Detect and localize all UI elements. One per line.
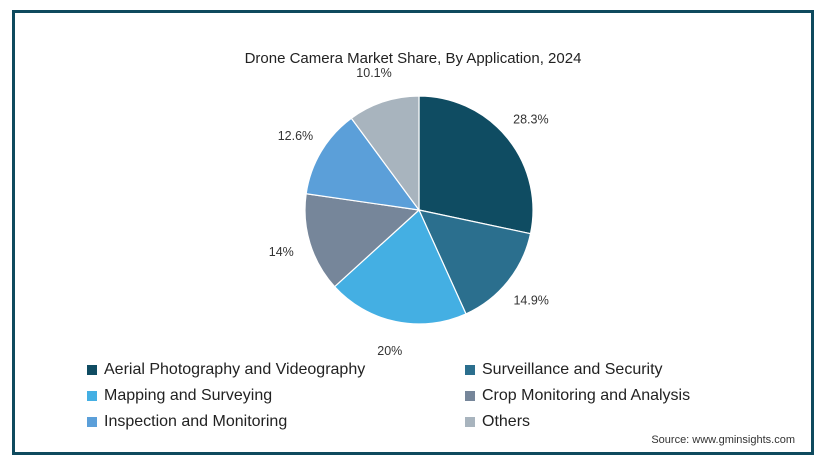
legend-item: Aerial Photography and Videography: [87, 358, 465, 382]
legend-swatch: [465, 391, 475, 401]
slice-value-label: 28.3%: [513, 112, 548, 126]
pie-slice: [333, 209, 467, 325]
pie-slice: [350, 95, 420, 212]
slice-value-label: 20%: [377, 344, 402, 358]
slice-value-label: 14%: [269, 245, 294, 259]
legend-swatch: [87, 365, 97, 375]
legend-swatch: [465, 365, 475, 375]
chart-title: Drone Camera Market Share, By Applicatio…: [244, 50, 582, 67]
legend-item: Crop Monitoring and Analysis: [465, 384, 765, 408]
pie-chart: 28.3% 14.9% 20% 14% 12.6% 10.1%: [269, 66, 549, 358]
legend-label: Inspection and Monitoring: [104, 413, 288, 430]
legend: Aerial Photography and Videography Surve…: [87, 358, 765, 434]
legend-item: Mapping and Surveying: [87, 384, 465, 408]
pie-slice: [418, 95, 534, 235]
legend-item: Surveillance and Security: [465, 358, 765, 382]
legend-label: Aerial Photography and Videography: [104, 361, 366, 378]
legend-label: Others: [482, 413, 531, 430]
legend-swatch: [87, 391, 97, 401]
chart-frame: Drone Camera Market Share, By Applicatio…: [12, 10, 814, 455]
legend-item: Others: [465, 410, 765, 434]
legend-label: Surveillance and Security: [482, 361, 663, 378]
slice-value-label: 10.1%: [356, 66, 391, 80]
legend-item: Inspection and Monitoring: [87, 410, 465, 434]
legend-label: Mapping and Surveying: [104, 387, 273, 404]
source-note: Source: www.gminsights.com: [651, 434, 795, 446]
pie-slice: [417, 209, 532, 315]
slice-value-label: 14.9%: [513, 293, 548, 307]
pie-slice: [305, 117, 421, 211]
slice-value-label: 12.6%: [278, 129, 313, 143]
pie-slice: [304, 193, 421, 288]
legend-swatch: [465, 417, 475, 427]
legend-swatch: [87, 417, 97, 427]
legend-label: Crop Monitoring and Analysis: [482, 387, 691, 404]
